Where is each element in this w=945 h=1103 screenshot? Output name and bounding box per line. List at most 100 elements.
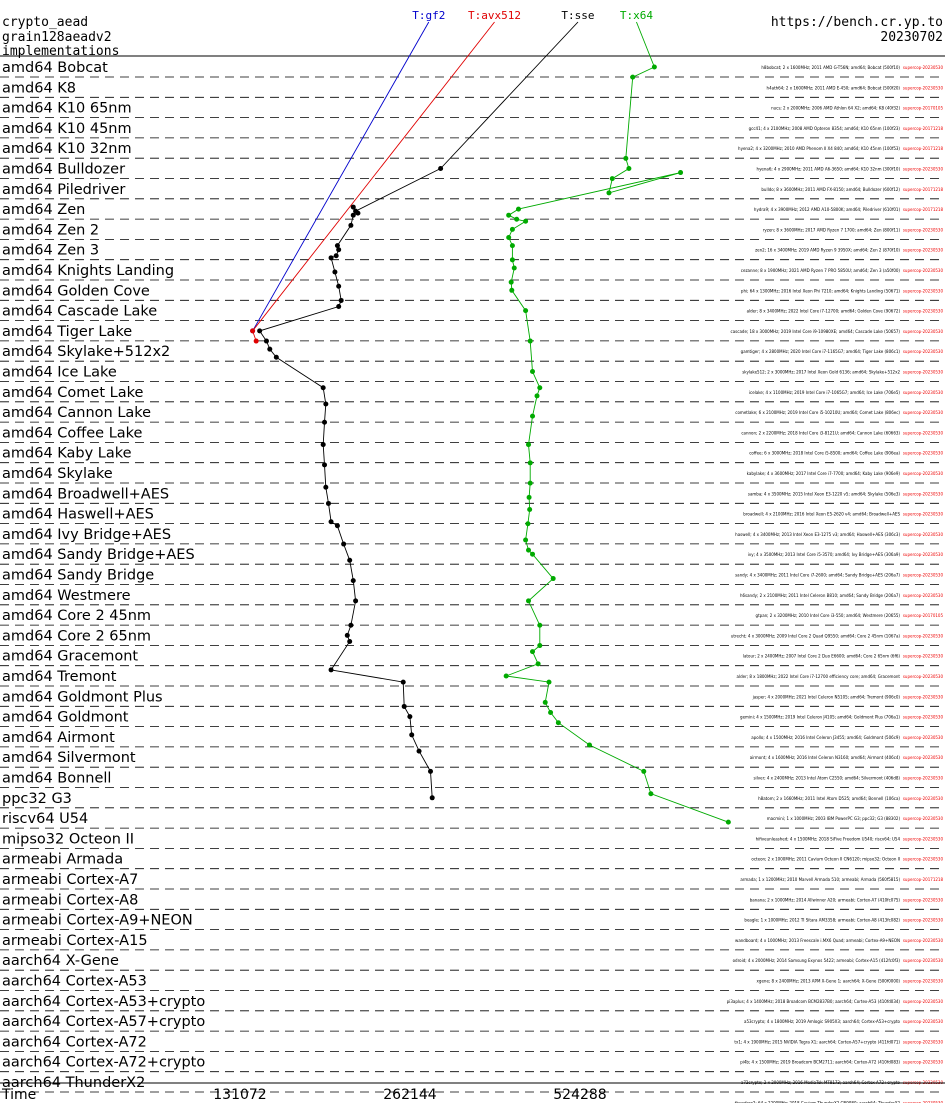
annotation-text: alder; 8 x 3400MHz; 2022 Intel Core i7-1… <box>747 309 901 314</box>
data-point <box>511 265 517 271</box>
data-point <box>587 742 593 748</box>
category-label: amd64 Core 2 65nm <box>2 628 151 644</box>
category-label: amd64 Airmont <box>2 730 115 746</box>
data-point <box>428 768 434 774</box>
annotation-date: supercop-20171218 <box>903 146 944 151</box>
series-label: T:x64 <box>620 9 653 22</box>
annotation-text: coffee; 6 x 3000MHz; 2018 Intel Core i5-… <box>749 451 900 456</box>
data-point <box>550 576 556 582</box>
data-point <box>526 598 532 604</box>
data-point <box>548 710 554 716</box>
annotation-date: supercop-20230530 <box>903 471 944 476</box>
annotation-text: wandboard; 4 x 1000MHz; 2013 Freescale i… <box>735 938 900 943</box>
category-label: amd64 Knights Landing <box>2 263 174 279</box>
data-point <box>508 279 514 285</box>
data-point <box>534 393 540 399</box>
category-label: amd64 Sandy Bridge <box>2 568 154 584</box>
category-label: amd64 Core 2 45nm <box>2 608 151 624</box>
data-point <box>527 460 533 466</box>
data-point <box>530 649 536 655</box>
category-label: amd64 Skylake+512x2 <box>2 344 170 360</box>
category-label: armeabi Cortex-A15 <box>2 933 148 949</box>
category-label: amd64 Goldmont Plus <box>2 689 163 705</box>
annotation-text: hyena2; 4 x 3200MHz; 2010 AMD Phenom II … <box>738 146 900 151</box>
category-label: aarch64 Cortex-A57+crypto <box>2 1014 205 1030</box>
category-label: amd64 Tiger Lake <box>2 324 132 340</box>
data-point <box>678 170 684 176</box>
category-label: amd64 Ivy Bridge+AES <box>2 527 171 543</box>
series-label: T:sse <box>561 9 594 22</box>
annotation-date: supercop-20230530 <box>903 755 944 760</box>
data-point <box>336 283 342 289</box>
category-label: amd64 K10 65nm <box>2 101 132 117</box>
data-point <box>506 212 512 218</box>
category-label: amd64 Bulldozer <box>2 162 125 178</box>
annotation-text: cascade; 18 x 3000MHz; 2019 Intel Core i… <box>731 329 901 334</box>
data-point <box>555 720 561 726</box>
annotation-text: pi4b; 4 x 1500MHz; 2019 Broadcom BCM2711… <box>740 1060 900 1065</box>
annotation-date: supercop-20230530 <box>903 288 944 293</box>
annotation-text: zen2; 16 x 3400MHz; 2019 AMD Ryzen 9 395… <box>755 248 900 253</box>
data-point <box>267 346 273 352</box>
data-point <box>347 557 353 563</box>
annotation-date: supercop-20230530 <box>903 897 944 902</box>
data-point <box>515 206 521 212</box>
annotation-date: supercop-20230530 <box>903 410 944 415</box>
data-point <box>606 190 612 196</box>
annotation-text: samba; 4 x 3500MHz; 2015 Intel Xeon E3-1… <box>748 491 901 496</box>
annotation-date: supercop-20230530 <box>903 370 944 375</box>
annotation-text: icelake; 4 x 1100MHz; 2019 Intel Core i7… <box>749 390 901 395</box>
annotation-text: sandy; 4 x 3400MHz; 2011 Intel Core i7-2… <box>735 573 900 578</box>
annotation-date: supercop-20171218 <box>903 877 944 882</box>
annotation-text: kabylake; 4 x 3600MHz; 2017 Intel Core i… <box>747 471 901 476</box>
data-point <box>348 622 354 628</box>
data-point <box>438 166 444 171</box>
annotation-text: silver; 4 x 2400MHz; 2013 Intel Atom C25… <box>753 776 900 781</box>
series-lines <box>250 21 731 825</box>
annotation-date: supercop-20170105 <box>903 106 944 111</box>
data-point <box>257 328 263 334</box>
data-point <box>530 369 536 374</box>
header-left-line-3: implementations <box>2 44 119 59</box>
annotation-text: odroid; 4 x 2000MHz; 2014 Samsung Exynos… <box>733 958 901 963</box>
annotation-date: supercop-20230530 <box>903 491 944 496</box>
data-point <box>523 218 529 224</box>
series-labels: T:gf2 T:avx512 T:sse T:x64 <box>412 9 653 22</box>
category-label: amd64 Comet Lake <box>2 385 143 401</box>
data-point <box>416 748 422 754</box>
annotation-text: hydra9; 4 x 3900MHz; 2012 AMD A10-5800K;… <box>754 207 901 212</box>
category-label: amd64 Piledriver <box>2 182 125 198</box>
annotation-text: skylake512; 2 x 3000MHz; 2017 Intel Xeon… <box>742 370 900 375</box>
annotation-date: supercop-20230530 <box>903 1060 944 1065</box>
data-point <box>350 204 356 210</box>
series-leader-line <box>636 21 655 68</box>
annotation-text: cannon; 2 x 2200MHz; 2018 Intel Core i3-… <box>741 430 900 435</box>
annotation-date: supercop-20230530 <box>903 390 944 395</box>
category-label: amd64 Cascade Lake <box>2 304 157 320</box>
data-point <box>341 541 347 547</box>
category-label: ppc32 G3 <box>2 791 72 807</box>
category-label: amd64 Zen 3 <box>2 243 99 259</box>
annotation-date: supercop-20230530 <box>903 65 944 70</box>
data-point <box>623 155 629 161</box>
annotation-text: gcc41; 4 x 2100MHz; 2008 AMD Opteron 835… <box>749 126 901 131</box>
annotation-text: octeon; 2 x 1000MHz; 2011 Cavium Octeon … <box>751 857 900 862</box>
annotation-date: supercop-20230530 <box>903 958 944 963</box>
data-point <box>263 338 269 344</box>
annotation-text: apollo; 4 x 1500MHz; 2016 Intel Celeron … <box>751 735 900 740</box>
series-leader-line <box>252 21 495 332</box>
data-point <box>353 598 359 604</box>
header-right-url: https://bench.cr.yp.to <box>771 15 943 30</box>
annotation-date: supercop-20230530 <box>903 593 944 598</box>
category-label: amd64 Gracemont <box>2 649 138 665</box>
annotation-text: beagle; 1 x 1000MHz; 2012 TI Sitara AM33… <box>744 918 900 923</box>
category-label: amd64 K10 45nm <box>2 121 132 137</box>
series-line <box>504 66 729 823</box>
annotation-date: supercop-20171218 <box>903 187 944 192</box>
annotation-text: bulldo; 8 x 3600MHz; 2011 AMD FX-8150; a… <box>761 187 900 192</box>
annotation-text: gemini; 4 x 1500MHz; 2019 Intel Celeron … <box>740 715 900 720</box>
series-label: T:gf2 <box>412 9 445 22</box>
category-label: mipso32 Octeon II <box>2 831 134 847</box>
annotation-text: hyena6; 4 x 2900MHz; 2011 AMD A6-3650; a… <box>757 167 901 172</box>
data-point <box>322 462 328 468</box>
